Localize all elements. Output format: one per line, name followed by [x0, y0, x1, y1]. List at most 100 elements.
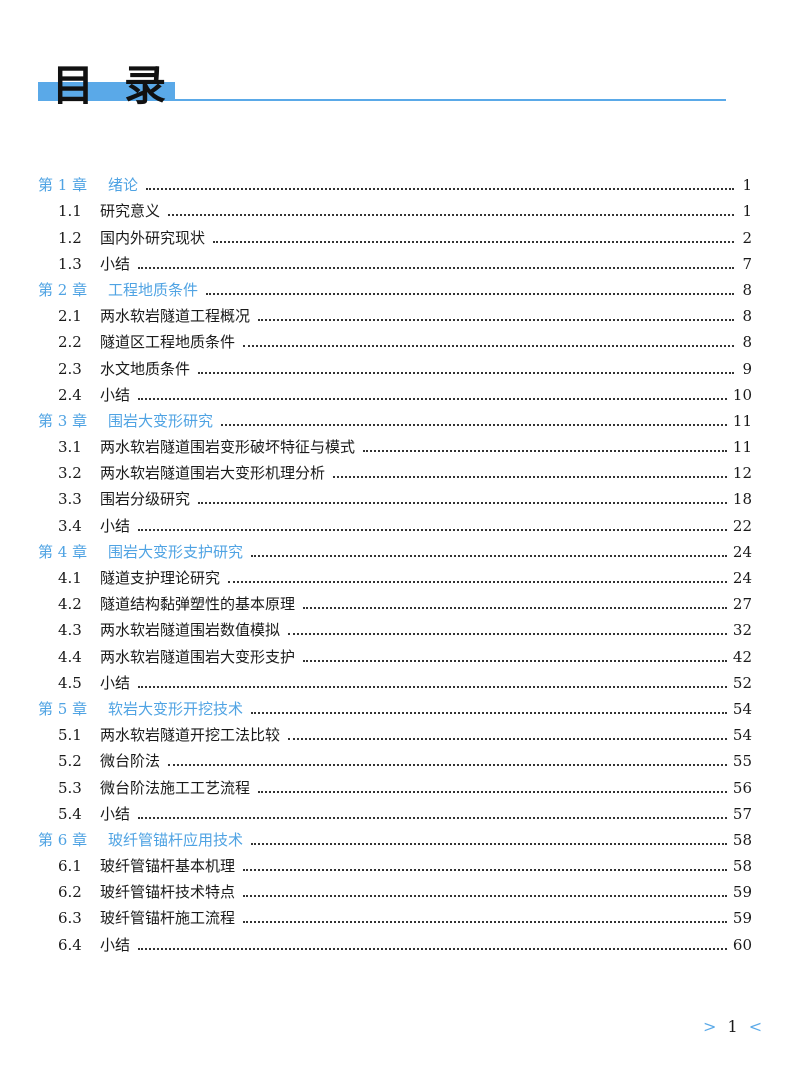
toc-chapter-entry[interactable]: 第 3 章 围岩大变形研究 11 — [38, 405, 752, 431]
entry-page-number: 11 — [732, 438, 752, 457]
toc-section-entry[interactable]: 3.3 围岩分级研究 18 — [38, 483, 752, 509]
dot-leader — [168, 764, 727, 767]
entry-number: 6.2 — [58, 883, 82, 902]
entry-page-number: 59 — [732, 909, 752, 928]
toc-section-entry[interactable]: 4.4 两水软岩隧道围岩大变形支护 42 — [38, 640, 752, 666]
toc-section-entry[interactable]: 5.2 微台阶法 55 — [38, 745, 752, 771]
entry-title: 国内外研究现状 — [100, 228, 206, 247]
dot-leader — [251, 711, 727, 714]
dot-leader — [138, 528, 727, 531]
toc-section-entry[interactable]: 3.4 小结 22 — [38, 509, 752, 535]
entry-page-number: 8 — [742, 307, 752, 326]
entry-title: 两水软岩隧道围岩变形破坏特征与模式 — [100, 438, 356, 457]
dot-leader — [243, 921, 727, 924]
toc-section-entry[interactable]: 5.4 小结 57 — [38, 798, 752, 824]
toc-section-entry[interactable]: 6.4 小结 60 — [38, 928, 752, 954]
entry-number: 4.5 — [58, 673, 82, 692]
dot-leader — [243, 895, 727, 898]
entry-title: 隧道区工程地质条件 — [100, 333, 236, 352]
entry-number: 第 1 章 — [38, 176, 88, 195]
dot-leader — [138, 816, 727, 819]
dot-leader — [198, 371, 734, 374]
entry-number: 2.1 — [58, 307, 82, 326]
toc-section-entry[interactable]: 2.2 隧道区工程地质条件 8 — [38, 326, 752, 352]
entry-page-number: 57 — [732, 804, 752, 823]
toc-section-entry[interactable]: 4.3 两水软岩隧道围岩数值模拟 32 — [38, 614, 752, 640]
toc-chapter-entry[interactable]: 第 1 章 绪论 1 — [38, 169, 752, 195]
toc-section-entry[interactable]: 4.2 隧道结构黏弹塑性的基本原理 27 — [38, 588, 752, 614]
entry-title: 玻纤管锚杆施工流程 — [100, 909, 236, 928]
toc-section-entry[interactable]: 5.3 微台阶法施工工艺流程 56 — [38, 771, 752, 797]
page-title: 目录 — [52, 52, 196, 113]
toc-section-entry[interactable]: 2.3 水文地质条件 9 — [38, 352, 752, 378]
entry-number: 5.1 — [58, 726, 82, 745]
title-accent-bar — [38, 82, 175, 101]
entry-page-number: 11 — [732, 411, 752, 430]
entry-title: 两水软岩隧道围岩大变形机理分析 — [100, 464, 326, 483]
toc-section-entry[interactable]: 6.1 玻纤管锚杆基本机理 58 — [38, 850, 752, 876]
dot-leader — [243, 345, 734, 348]
entry-title: 围岩大变形支护研究 — [108, 542, 244, 561]
entry-page-number: 27 — [732, 595, 752, 614]
entry-page-number: 8 — [742, 333, 752, 352]
toc-section-entry[interactable]: 4.5 小结 52 — [38, 667, 752, 693]
toc-chapter-entry[interactable]: 第 5 章 软岩大变形开挖技术 54 — [38, 693, 752, 719]
entry-number: 1.1 — [58, 202, 82, 221]
arrow-right-icon: > — [703, 1017, 717, 1036]
entry-number: 6.1 — [58, 857, 82, 876]
entry-title: 研究意义 — [100, 202, 161, 221]
entry-title: 绪论 — [108, 176, 139, 195]
entry-number: 4.4 — [58, 647, 82, 666]
toc-section-entry[interactable]: 3.1 两水软岩隧道围岩变形破坏特征与模式 11 — [38, 431, 752, 457]
entry-number: 6.3 — [58, 909, 82, 928]
entry-number: 第 2 章 — [38, 280, 88, 299]
toc-section-entry[interactable]: 3.2 两水软岩隧道围岩大变形机理分析 12 — [38, 457, 752, 483]
entry-page-number: 8 — [742, 280, 752, 299]
dot-leader — [303, 607, 727, 610]
entry-page-number: 9 — [742, 359, 752, 378]
toc-chapter-entry[interactable]: 第 4 章 围岩大变形支护研究 24 — [38, 536, 752, 562]
entry-title: 小结 — [100, 804, 131, 823]
toc-section-entry[interactable]: 6.3 玻纤管锚杆施工流程 59 — [38, 902, 752, 928]
entry-title: 工程地质条件 — [108, 280, 199, 299]
entry-title: 玻纤管锚杆技术特点 — [100, 883, 236, 902]
table-of-contents: 第 1 章 绪论 1 1.1 研究意义 1 1.2 国内外研究现状 2 1.3 小结 7 第 2 章 工程… — [38, 169, 752, 955]
entry-page-number: 24 — [732, 569, 752, 587]
toc-section-entry[interactable]: 5.1 两水软岩隧道开挖工法比较 54 — [38, 719, 752, 745]
entry-number: 3.2 — [58, 464, 82, 483]
entry-number: 5.2 — [58, 752, 82, 771]
dot-leader — [168, 214, 734, 217]
dot-leader — [213, 240, 734, 243]
entry-number: 第 5 章 — [38, 699, 88, 718]
entry-number: 第 3 章 — [38, 411, 88, 430]
dot-leader — [138, 397, 727, 400]
toc-section-entry[interactable]: 4.1 隧道支护理论研究 24 — [38, 562, 752, 588]
toc-chapter-entry[interactable]: 第 2 章 工程地质条件 8 — [38, 274, 752, 300]
dot-leader — [303, 659, 727, 662]
entry-title: 小结 — [100, 935, 131, 954]
toc-section-entry[interactable]: 6.2 玻纤管锚杆技术特点 59 — [38, 876, 752, 902]
entry-number: 1.2 — [58, 228, 82, 247]
toc-section-entry[interactable]: 1.2 国内外研究现状 2 — [38, 221, 752, 247]
entry-page-number: 10 — [732, 385, 752, 404]
dot-leader — [243, 869, 727, 872]
entry-page-number: 7 — [742, 254, 752, 273]
entry-page-number: 1 — [742, 176, 752, 195]
entry-title: 隧道支护理论研究 — [100, 569, 221, 587]
entry-page-number: 32 — [732, 621, 752, 640]
toc-section-entry[interactable]: 2.4 小结 10 — [38, 379, 752, 405]
dot-leader — [363, 450, 727, 453]
toc-section-entry[interactable]: 1.1 研究意义 1 — [38, 195, 752, 221]
toc-chapter-entry[interactable]: 第 6 章 玻纤管锚杆应用技术 58 — [38, 824, 752, 850]
entry-page-number: 52 — [732, 673, 752, 692]
entry-page-number: 59 — [732, 883, 752, 902]
toc-section-entry[interactable]: 1.3 小结 7 — [38, 248, 752, 274]
entry-page-number: 60 — [732, 935, 752, 954]
entry-number: 2.3 — [58, 359, 82, 378]
entry-number: 2.4 — [58, 385, 82, 404]
toc-section-entry[interactable]: 2.1 两水软岩隧道工程概况 8 — [38, 300, 752, 326]
dot-leader — [333, 476, 727, 479]
entry-page-number: 2 — [742, 228, 752, 247]
entry-number: 2.2 — [58, 333, 82, 352]
